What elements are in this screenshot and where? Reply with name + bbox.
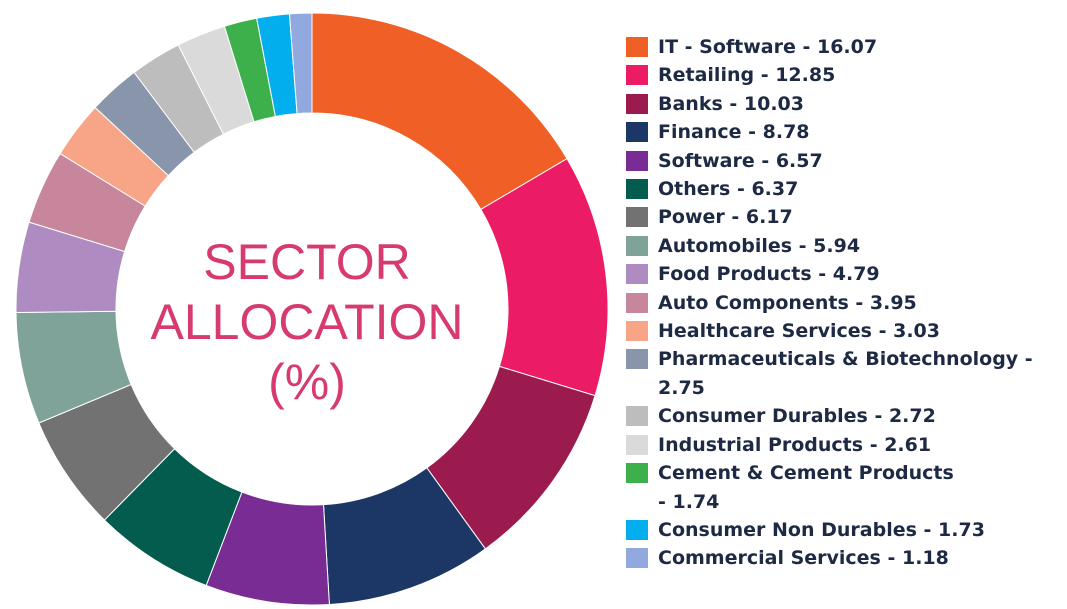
legend-item: Retailing - 12.85 [626,61,1062,89]
legend-item: Healthcare Services - 3.03 [626,317,1062,345]
legend-swatch [626,321,648,342]
legend-swatch [626,434,648,455]
legend-label: IT - Software - 16.07 [658,36,878,58]
legend-label: Healthcare Services - 3.03 [658,320,940,343]
chart-title-line: (%) [268,354,346,410]
legend-swatch [626,65,648,86]
legend-swatch [626,150,648,171]
legend-label: Automobiles - 5.94 [658,234,861,257]
legend-swatch [626,292,648,313]
legend-swatch [626,463,648,484]
legend-item: Consumer Durables - 2.72 [626,402,1062,430]
legend-item: Power - 6.17 [626,203,1062,231]
legend-item: Others - 6.37 [626,175,1062,203]
legend-label: Auto Components - 3.95 [658,291,917,314]
legend-label: Banks - 10.03 [658,92,804,115]
legend-swatch [626,406,648,427]
legend-label: Software - 6.57 [658,149,823,172]
legend-swatch [626,122,648,143]
legend-swatch [626,207,648,228]
legend-item: Cement & Cement Products - 1.74 [626,459,1062,516]
donut-slice-it-software [311,12,568,211]
legend-label: Others - 6.37 [658,178,799,201]
chart-title-line: ALLOCATION [150,294,464,350]
legend-swatch [626,349,648,370]
legend-swatch [626,548,648,569]
legend-swatch [626,264,648,285]
legend-label: Retailing - 12.85 [658,64,836,87]
legend-item: Finance - 8.78 [626,118,1062,146]
legend-swatch [626,93,648,114]
legend-item: Automobiles - 5.94 [626,232,1062,260]
legend-item: Banks - 10.03 [626,90,1062,118]
legend-label: Industrial Products - 2.61 [658,433,932,456]
legend-item: Commercial Services - 1.18 [626,544,1062,572]
legend-item: IT - Software - 16.07 [626,33,1062,61]
chart-center-title: SECTOR ALLOCATION (%) [112,232,502,412]
legend-swatch [626,235,648,256]
legend-label: Consumer Non Durables - 1.73 [658,518,985,541]
legend-swatch [626,37,648,57]
chart-legend: IT - Software - 16.07 Retailing - 12.85 Ba… [626,33,1062,573]
legend-item: Pharmaceuticals & Biotechnology - 2.75 [626,345,1062,402]
chart-title-line: SECTOR [203,234,411,290]
donut-slice-commercial-services [288,12,313,115]
legend-label: Consumer Durables - 2.72 [658,405,936,428]
legend-label: Commercial Services - 1.18 [658,547,949,570]
legend-label: Power - 6.17 [658,206,793,229]
legend-item: Industrial Products - 2.61 [626,431,1062,459]
legend-swatch [626,519,648,540]
legend-label: Finance - 8.78 [658,121,810,144]
legend-item: Food Products - 4.79 [626,260,1062,288]
legend-label: Food Products - 4.79 [658,263,880,286]
legend-item: Consumer Non Durables - 1.73 [626,516,1062,544]
legend-label: Pharmaceuticals & Biotechnology - 2.75 [658,348,1033,399]
legend-item: Auto Components - 3.95 [626,289,1062,317]
legend-label: Cement & Cement Products - 1.74 [658,462,954,513]
legend-swatch [626,179,648,200]
legend-item: Software - 6.57 [626,147,1062,175]
donut-chart [15,12,609,606]
